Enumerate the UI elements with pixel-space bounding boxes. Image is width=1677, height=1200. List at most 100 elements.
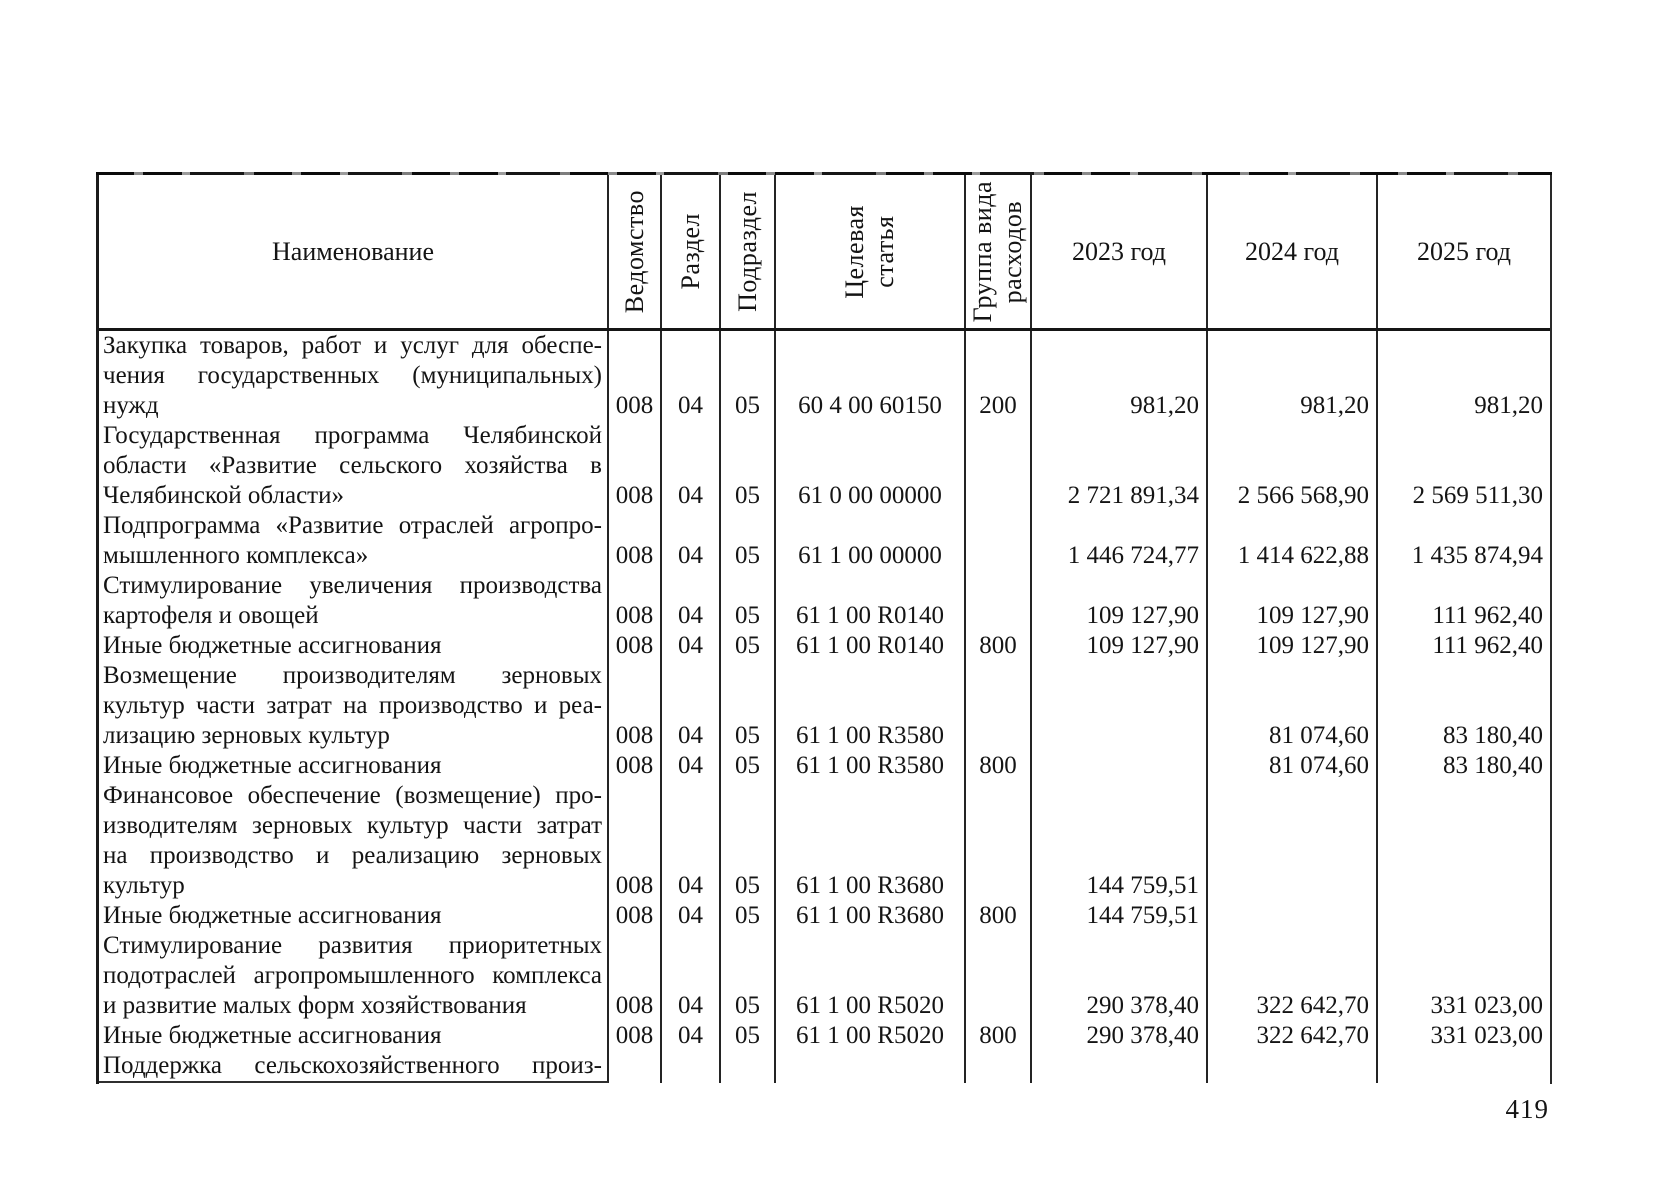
row-y2025-cell: 111 962,40 bbox=[1432, 602, 1543, 629]
row-razdel-cell: 04 bbox=[662, 931, 721, 1021]
row-vedomstvo-cell: 008 bbox=[609, 751, 662, 781]
row-tselevaya-cell: 61 1 00 R5020 bbox=[776, 931, 966, 1021]
budget-table: Наименование Ведомство Раздел Подраздел … bbox=[96, 172, 1552, 1084]
table-row: Стимулирование развития приоритетных подо… bbox=[99, 931, 1550, 1021]
row-y2024-cell: 109 127,90 bbox=[1208, 571, 1378, 631]
row-name-line: Челябинской области» bbox=[103, 482, 344, 509]
row-podrazdel-cell: 05 bbox=[721, 781, 776, 901]
row-y2025-cell: 331 023,00 bbox=[1430, 992, 1544, 1019]
row-y2025-cell: 83 180,40 bbox=[1443, 752, 1543, 779]
row-name-line: и развитие малых форм хозяйствования bbox=[103, 992, 527, 1019]
col-header-naimenovanie-label: Наименование bbox=[272, 236, 434, 266]
row-name-cell: Иные бюджетные ассигнования bbox=[99, 631, 609, 661]
row-y2024-cell: 2 566 568,90 bbox=[1208, 421, 1378, 511]
row-y2023-cell bbox=[1032, 751, 1208, 781]
row-podrazdel-cell: 05 bbox=[721, 751, 776, 781]
row-razdel-cell: 04 bbox=[662, 901, 721, 931]
row-gruppa-cell: 800 bbox=[966, 631, 1032, 661]
row-podrazdel-cell: 05 bbox=[721, 901, 776, 931]
row-name-cell: Финансовое обеспечение (возмещение) про-… bbox=[99, 781, 609, 901]
row-y2023-cell: 290 378,40 bbox=[1032, 1021, 1208, 1051]
row-gruppa-cell bbox=[966, 781, 1032, 901]
row-vedomstvo-cell: 008 bbox=[609, 511, 662, 571]
row-gruppa-cell: 800 bbox=[966, 901, 1032, 931]
row-name-line: Иные бюджетные ассигнования bbox=[103, 632, 442, 659]
col-header-2024: 2024 год bbox=[1208, 175, 1378, 328]
row-name-cell: Закупка товаров, работ и услуг для обесп… bbox=[99, 331, 609, 421]
row-name-line: чения государственных (муниципальных) bbox=[103, 362, 602, 389]
row-name-cell: Государственная программа Челябинской обл… bbox=[99, 421, 609, 511]
row-name-cell: Иные бюджетные ассигнования bbox=[99, 901, 609, 931]
row-y2023-cell: 2 721 891,34 bbox=[1032, 421, 1208, 511]
row-podrazdel-cell: 05 bbox=[721, 631, 776, 661]
row-vedomstvo-cell: 008 bbox=[609, 901, 662, 931]
row-y2025-cell: 83 180,40 bbox=[1443, 722, 1543, 749]
col-header-tselevaya-statya-label: Целевая статья bbox=[840, 204, 899, 299]
row-name-line: Закупка товаров, работ и услуг для обесп… bbox=[103, 332, 602, 359]
row-gruppa-cell: 800 bbox=[966, 1021, 1032, 1051]
page-number: 419 bbox=[1505, 1094, 1549, 1124]
row-name-line: Поддержка сельскохозяйственного произ- bbox=[103, 1052, 602, 1079]
row-y2023-cell: 981,20 bbox=[1032, 331, 1208, 421]
row-name-line: мышленного комплекса» bbox=[103, 542, 369, 569]
row-razdel-cell: 04 bbox=[662, 331, 721, 421]
row-tselevaya-cell: 61 1 00 R3680 bbox=[776, 901, 966, 931]
table-row: Иные бюджетные ассигнования 008 04 05 61 1 0… bbox=[99, 901, 1550, 931]
row-razdel-cell: 04 bbox=[662, 661, 721, 751]
row-y2024-cell: 81 074,60 bbox=[1208, 751, 1378, 781]
row-tselevaya-cell: 61 1 00 R3580 bbox=[776, 751, 966, 781]
row-gruppa-cell bbox=[966, 931, 1032, 1021]
row-name-line: нужд bbox=[103, 392, 159, 419]
row-name-line: Финансовое обеспечение (возмещение) про- bbox=[103, 782, 602, 809]
col-header-podrazdel: Подраздел bbox=[721, 175, 776, 328]
row-podrazdel-cell: 05 bbox=[721, 421, 776, 511]
row-name-line: подотраслей агропромышленного комплекса bbox=[103, 962, 602, 989]
row-name-line: картофеля и овощей bbox=[103, 602, 319, 629]
row-gruppa-cell bbox=[966, 1051, 1032, 1083]
row-y2024-cell: 322 642,70 bbox=[1208, 931, 1378, 1021]
row-name-line: Стимулирование увеличения производства bbox=[103, 572, 602, 599]
row-razdel-cell: 04 bbox=[662, 511, 721, 571]
row-vedomstvo-cell: 008 bbox=[609, 331, 662, 421]
row-name-line: Иные бюджетные ассигнования bbox=[103, 902, 442, 929]
table-row: Иные бюджетные ассигнования 008 04 05 61 1 0… bbox=[99, 631, 1550, 661]
row-tselevaya-cell: 61 1 00 R3580 bbox=[776, 661, 966, 751]
row-y2024-cell: 81 074,60 bbox=[1208, 661, 1378, 751]
col-header-gruppa-vida-raskhodov-label: Группа вида расходов bbox=[968, 180, 1027, 323]
col-header-2025: 2025 год bbox=[1378, 175, 1550, 328]
row-y2025-cell: 331 023,00 bbox=[1430, 1022, 1544, 1049]
row-tselevaya-cell: 61 0 00 00000 bbox=[776, 421, 966, 511]
row-name-line: области «Развитие сельского хозяйства в bbox=[103, 452, 602, 479]
row-podrazdel-cell bbox=[721, 1051, 776, 1083]
col-header-tselevaya-statya: Целевая статья bbox=[776, 175, 966, 328]
table-row: Закупка товаров, работ и услуг для обесп… bbox=[99, 331, 1550, 421]
row-vedomstvo-cell: 008 bbox=[609, 571, 662, 631]
row-tselevaya-cell: 61 1 00 R0140 bbox=[776, 571, 966, 631]
table-row: Подпрограмма «Развитие отраслей агропро-… bbox=[99, 511, 1550, 571]
col-header-razdel-label: Раздел bbox=[675, 213, 705, 290]
row-y2023-cell: 1 446 724,77 bbox=[1032, 511, 1208, 571]
row-razdel-cell: 04 bbox=[662, 781, 721, 901]
row-y2023-cell: 144 759,51 bbox=[1032, 901, 1208, 931]
row-gruppa-cell bbox=[966, 571, 1032, 631]
table-row: Стимулирование увеличения производства ка… bbox=[99, 571, 1550, 631]
col-header-gruppa-vida-raskhodov: Группа вида расходов bbox=[966, 175, 1032, 328]
row-tselevaya-cell bbox=[776, 1051, 966, 1083]
col-header-podrazdel-label: Подраздел bbox=[732, 191, 762, 312]
table-row: Государственная программа Челябинской обл… bbox=[99, 421, 1550, 511]
row-name-cell: Поддержка сельскохозяйственного произ- bbox=[99, 1051, 609, 1083]
row-y2025-cell bbox=[1378, 781, 1550, 901]
row-y2025-cell bbox=[1378, 901, 1550, 931]
row-vedomstvo-cell: 008 bbox=[609, 661, 662, 751]
row-vedomstvo-cell: 008 bbox=[609, 631, 662, 661]
table-row: Возмещение производителям зерновых культу… bbox=[99, 661, 1550, 751]
row-name-line: Государственная программа Челябинской bbox=[103, 422, 602, 449]
table-row: Финансовое обеспечение (возмещение) про-… bbox=[99, 781, 1550, 901]
row-podrazdel-cell: 05 bbox=[721, 661, 776, 751]
row-name-line: лизацию зерновых культур bbox=[103, 722, 390, 749]
row-name-cell: Возмещение производителям зерновых культу… bbox=[99, 661, 609, 751]
row-y2023-cell bbox=[1032, 661, 1208, 751]
row-podrazdel-cell: 05 bbox=[721, 931, 776, 1021]
row-gruppa-cell bbox=[966, 421, 1032, 511]
row-y2024-cell: 322 642,70 bbox=[1208, 1021, 1378, 1051]
